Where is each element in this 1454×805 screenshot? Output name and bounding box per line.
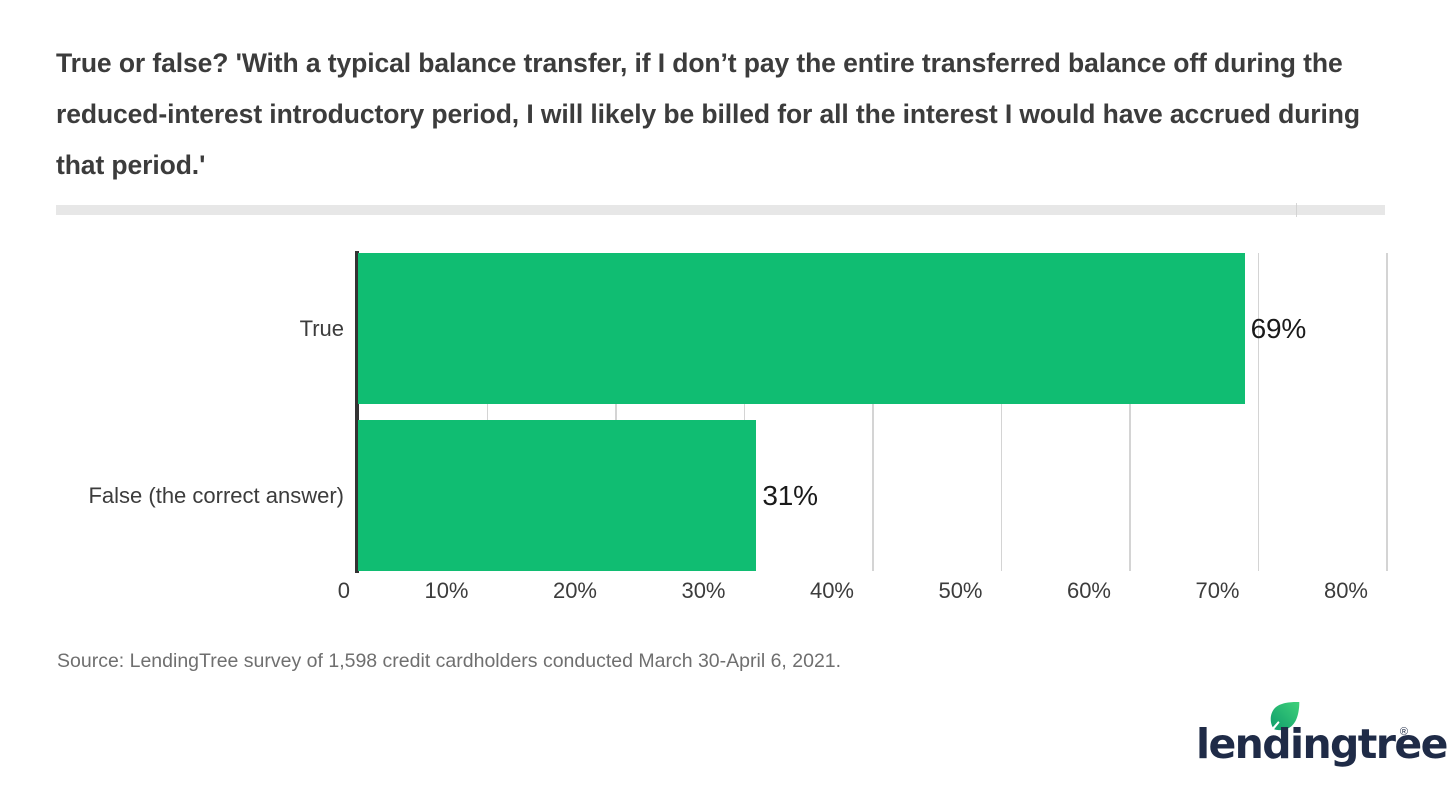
x-tick-label: 0	[337, 578, 350, 603]
category-label: False (the correct answer)	[88, 482, 344, 508]
x-tick-label: 60%	[1066, 578, 1111, 603]
x-tick-label: 30%	[681, 578, 726, 603]
gridline	[486, 253, 489, 571]
gridline	[743, 253, 746, 571]
gridline	[1129, 253, 1131, 571]
bar-row	[358, 253, 1386, 404]
x-tick-label: 50%	[938, 578, 983, 603]
bar-true	[358, 253, 1245, 404]
category-label: True	[299, 315, 344, 341]
lendingtree-logo: lendingtree ®	[1196, 700, 1448, 772]
gridline	[1000, 253, 1003, 571]
gridline	[872, 253, 874, 571]
x-tick-label: 20%	[552, 578, 597, 603]
divider-tick-mark	[1296, 203, 1297, 217]
gridline	[1386, 253, 1388, 571]
x-tick-label: 40%	[809, 578, 854, 603]
x-tick-label: 70%	[1195, 578, 1240, 603]
bar-value-label: 31%	[762, 479, 818, 511]
leaf-icon	[1270, 701, 1300, 731]
registered-mark: ®	[1399, 726, 1408, 738]
y-axis-line	[355, 251, 359, 573]
page-title: True or false? 'With a typical balance t…	[56, 48, 1360, 180]
logo-wordmark: lendingtree	[1196, 720, 1448, 768]
x-tick-label: 80%	[1323, 578, 1368, 603]
bar-row	[358, 420, 1386, 571]
gridline	[615, 253, 617, 571]
gridline	[1257, 253, 1260, 571]
bar-value-label: 69%	[1250, 312, 1307, 344]
source-note: Source: LendingTree survey of 1,598 cred…	[57, 650, 842, 672]
plot-area	[358, 253, 1388, 571]
x-tick-label: 10%	[424, 578, 469, 603]
header-divider	[56, 205, 1385, 215]
bar-false	[358, 420, 757, 571]
